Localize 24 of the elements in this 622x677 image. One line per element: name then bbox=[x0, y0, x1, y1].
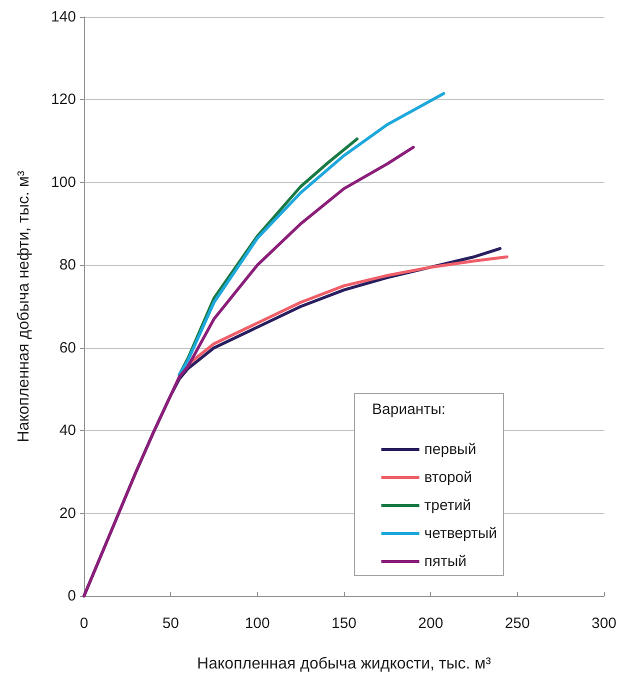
legend-label: четвертый bbox=[424, 525, 498, 542]
x-tick-label: 200 bbox=[418, 615, 444, 632]
y-tick-label: 100 bbox=[50, 174, 76, 191]
legend-label: третий bbox=[424, 497, 471, 514]
y-tick-label: 60 bbox=[59, 339, 76, 356]
y-tick-label: 0 bbox=[68, 588, 76, 604]
y-tick-label: 40 bbox=[59, 422, 76, 440]
legend-title: Варианты: bbox=[372, 401, 446, 418]
y-tick-label: 120 bbox=[50, 91, 76, 108]
x-tick-label: 0 bbox=[80, 615, 88, 632]
legend-label: первый bbox=[424, 441, 476, 458]
x-tick-label: 300 bbox=[591, 615, 617, 632]
x-tick-label: 100 bbox=[244, 615, 270, 632]
y-axis-title: Накопленная добыча нефти, тыс. м³ bbox=[16, 170, 32, 442]
y-tick-label: 140 bbox=[50, 8, 76, 26]
y-tick-label: 80 bbox=[59, 256, 76, 274]
x-axis-title: Накопленная добыча жидкости, тыс. м³ bbox=[197, 656, 492, 672]
x-tick-label: 150 bbox=[331, 615, 357, 632]
x-tick-label: 50 bbox=[162, 615, 180, 632]
line-series bbox=[178, 92, 446, 376]
y-tick-label: 20 bbox=[59, 504, 76, 522]
x-tick-label: 250 bbox=[504, 615, 530, 632]
legend-label: пятый bbox=[424, 553, 467, 570]
legend-label: второй bbox=[424, 469, 472, 486]
